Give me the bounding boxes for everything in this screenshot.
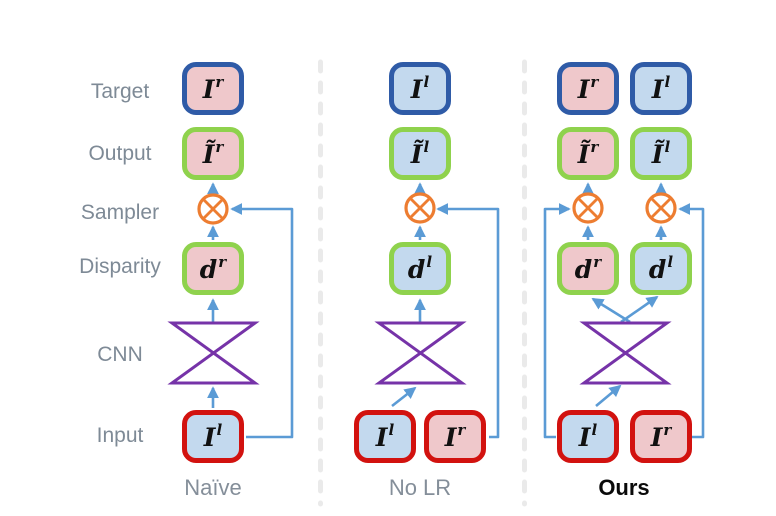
box-symbol: I bbox=[651, 75, 664, 104]
column-label-naive: Naïve bbox=[184, 475, 242, 500]
arrow-cnn-to-disparity-right bbox=[591, 297, 631, 324]
box-symbol: Ĩ bbox=[651, 140, 664, 169]
box-symbol: d bbox=[648, 255, 667, 284]
box-symbol: I bbox=[650, 423, 663, 452]
box-superscript: r bbox=[590, 73, 599, 91]
box-symbol: d bbox=[574, 255, 593, 284]
row-label-input: Input bbox=[96, 424, 144, 447]
arrow-input-to-cnn bbox=[595, 384, 622, 407]
arrow-input-to-cnn bbox=[391, 386, 417, 408]
arrow-input-feedback-to-sampler bbox=[230, 203, 294, 439]
row-label-output: Output bbox=[88, 142, 152, 165]
box-superscript: r bbox=[218, 253, 227, 271]
box-symbol: d bbox=[199, 255, 218, 284]
box-symbol: d bbox=[407, 255, 426, 284]
box-superscript: l bbox=[664, 73, 671, 91]
column-label-ours: Ours bbox=[598, 475, 650, 500]
box-superscript: l bbox=[216, 421, 223, 439]
cnn-hourglass-icons bbox=[167, 321, 672, 385]
box-superscript: r bbox=[663, 421, 672, 439]
cnn-hourglass-icon bbox=[167, 321, 260, 385]
box-superscript: r bbox=[457, 421, 466, 439]
box-superscript: r bbox=[593, 253, 602, 271]
box-symbol: I bbox=[203, 423, 216, 452]
cnn-hourglass-icon bbox=[579, 321, 672, 385]
arrow-cnn-to-disparity-left bbox=[620, 295, 659, 324]
flow-arrows bbox=[207, 182, 705, 439]
box-superscript: r bbox=[215, 138, 224, 156]
cnn-hourglass-icon bbox=[374, 321, 467, 385]
box-superscript: l bbox=[591, 421, 598, 439]
box-symbol: Ĩ bbox=[577, 140, 590, 169]
column-label-no-lr: No LR bbox=[388, 475, 452, 500]
box-symbol: I bbox=[375, 423, 388, 452]
box-superscript: l bbox=[664, 138, 671, 156]
sampler-multiply-icon bbox=[572, 192, 604, 224]
box-superscript: l bbox=[426, 253, 433, 271]
sampler-icons bbox=[197, 192, 677, 225]
box-symbol: I bbox=[577, 75, 590, 104]
box-symbol: I bbox=[202, 75, 215, 104]
box-superscript: r bbox=[590, 138, 599, 156]
box-superscript: l bbox=[423, 73, 430, 91]
box-symbol: I bbox=[410, 75, 423, 104]
box-symbol: I bbox=[578, 423, 591, 452]
arrow-left-input-feedback-to-sampler bbox=[543, 203, 571, 439]
box-symbol: Ĩ bbox=[410, 140, 423, 169]
sampler-multiply-icon bbox=[197, 193, 229, 225]
box-symbol: I bbox=[444, 423, 457, 452]
arrow-input-feedback-to-sampler bbox=[436, 203, 500, 439]
box-superscript: l bbox=[667, 253, 674, 271]
arrow-right-input-feedback-to-sampler bbox=[678, 203, 705, 439]
row-label-cnn: CNN bbox=[97, 343, 143, 366]
box-superscript: r bbox=[215, 73, 224, 91]
box-superscript: l bbox=[423, 138, 430, 156]
dashed-dividers bbox=[318, 59, 527, 507]
box-symbol: Ĩ bbox=[202, 140, 215, 169]
row-label-disparity: Disparity bbox=[79, 255, 161, 278]
sampler-multiply-icon bbox=[404, 192, 436, 224]
row-label-target: Target bbox=[90, 80, 150, 103]
sampler-multiply-icon bbox=[645, 192, 677, 224]
box-superscript: l bbox=[388, 421, 395, 439]
row-label-sampler: Sampler bbox=[80, 201, 160, 224]
